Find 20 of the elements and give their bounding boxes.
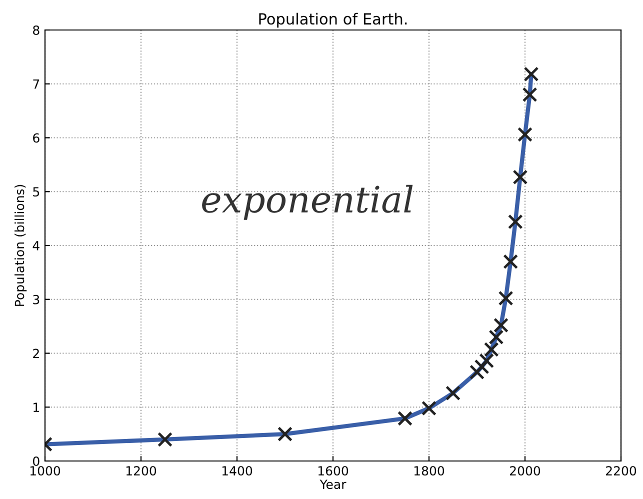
x-tick-label: 2000: [510, 466, 540, 476]
y-tick-label: 0: [33, 456, 40, 466]
y-tick-label: 1: [34, 402, 39, 412]
y-tick-label: 4: [32, 241, 40, 250]
y-tick-label: 6: [33, 133, 40, 143]
x-tick-label: 1400: [222, 466, 252, 476]
y-tick-label: 5: [33, 187, 40, 197]
y-tick-label: 7: [33, 80, 40, 89]
annotation: exponential: [202, 184, 413, 220]
x-tick-label: 1200: [126, 466, 156, 476]
y-axis-title: Population (billions): [14, 184, 27, 306]
y-tick-label: 8: [33, 25, 40, 35]
x-axis-title: Year: [320, 480, 346, 490]
x-tick-label: 1000: [30, 466, 60, 476]
y-tick-label: 3: [33, 294, 40, 304]
x-tick-label: 1800: [414, 466, 444, 476]
y-tick-label: 2: [33, 348, 39, 358]
x-tick-label: 1600: [318, 466, 348, 476]
x-tick-label: 2200: [606, 466, 636, 476]
chart-title: Population of Earth.: [259, 12, 407, 28]
